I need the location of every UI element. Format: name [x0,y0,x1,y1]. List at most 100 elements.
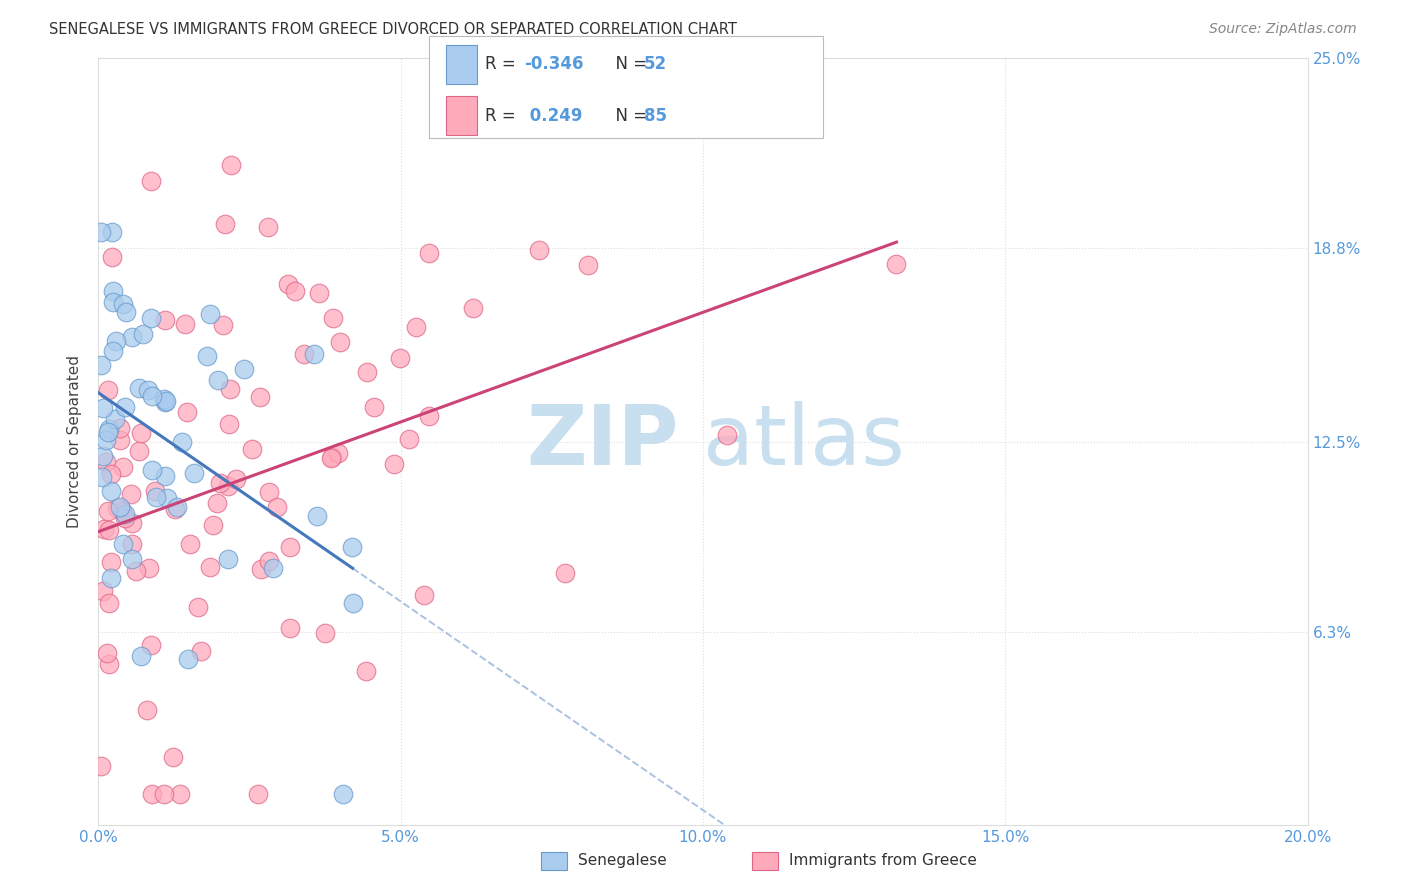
Point [100,556,122,570]
Point [93,522,115,536]
Point [101,225,124,239]
Point [302,347,325,361]
Point [461,301,484,316]
Point [240,442,263,457]
Point [305,509,328,524]
Text: Source: ZipAtlas.com: Source: ZipAtlas.com [1209,22,1357,37]
Point [886,256,908,270]
Point [100,484,122,499]
Text: 85: 85 [644,107,666,125]
Point [212,318,235,332]
Text: ZIP: ZIP [526,401,679,482]
Point [136,383,159,397]
Point [112,297,135,311]
Point [135,703,157,717]
Point [174,317,197,331]
Point [262,561,284,575]
Point [112,460,135,475]
Point [176,405,198,419]
Point [98,422,121,436]
Point [91,583,114,598]
Point [418,245,440,260]
Point [218,417,240,431]
Point [217,479,239,493]
Point [321,450,343,465]
Point [111,504,134,518]
Point [418,409,440,423]
Point [90,470,112,484]
Point [100,250,122,264]
Point [108,421,131,435]
Point [121,552,143,566]
Point [139,310,162,325]
Point [190,644,212,658]
Point [96,646,118,660]
Point [207,373,229,387]
Point [141,463,163,477]
Point [398,432,420,446]
Point [322,310,344,325]
Point [163,502,186,516]
Text: Immigrants from Greece: Immigrants from Greece [789,854,977,868]
Point [198,307,221,321]
Point [98,524,121,538]
Point [527,244,550,258]
Point [90,358,112,372]
Point [100,467,122,481]
Point [155,394,177,409]
Point [94,433,117,447]
Point [382,458,405,472]
Point [143,484,166,499]
Point [247,788,270,802]
Point [177,652,200,666]
Point [97,425,120,439]
Point [107,501,129,516]
Point [179,537,201,551]
Point [97,504,120,518]
Text: R =: R = [485,107,522,125]
Point [91,450,114,464]
Point [169,788,191,802]
Point [125,564,148,578]
Point [121,516,143,530]
Point [141,389,163,403]
Text: Senegalese: Senegalese [578,854,666,868]
Point [233,362,256,376]
Point [103,412,125,426]
Point [214,217,236,231]
Point [218,382,240,396]
Point [187,600,209,615]
Point [90,759,112,773]
Point [114,511,136,525]
Point [114,400,136,414]
Point [405,320,427,334]
Text: R =: R = [485,55,522,73]
Point [201,517,224,532]
Point [101,284,124,298]
Point [120,487,142,501]
Point [101,295,124,310]
Point [328,446,350,460]
Text: 0.249: 0.249 [524,107,583,125]
Point [108,500,131,515]
Point [342,596,364,610]
Text: 52: 52 [644,55,666,73]
Point [108,434,131,448]
Point [576,258,599,272]
Point [278,541,301,555]
Point [329,335,352,350]
Point [217,552,239,566]
Point [129,648,152,663]
Text: -0.346: -0.346 [524,55,583,73]
Point [155,313,177,327]
Point [249,390,271,404]
Point [250,562,273,576]
Point [170,434,193,449]
Point [308,286,330,301]
Point [96,455,118,469]
Text: atlas: atlas [703,401,904,482]
Point [284,284,307,298]
Point [221,158,243,172]
Point [141,174,163,188]
Point [97,383,120,397]
